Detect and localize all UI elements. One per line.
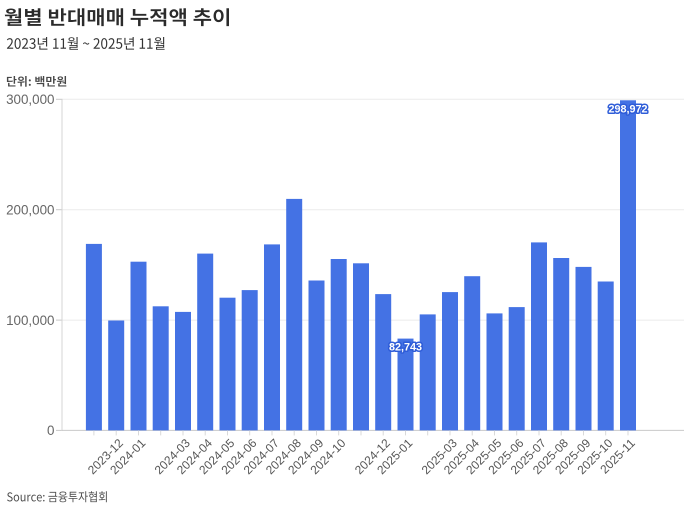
svg-text:298,972: 298,972 [608, 103, 647, 115]
svg-text:300,000: 300,000 [6, 92, 54, 107]
svg-text:82,743: 82,743 [389, 342, 422, 354]
svg-text:100,000: 100,000 [6, 313, 54, 328]
svg-text:200,000: 200,000 [6, 203, 54, 218]
svg-text:0: 0 [47, 423, 54, 438]
